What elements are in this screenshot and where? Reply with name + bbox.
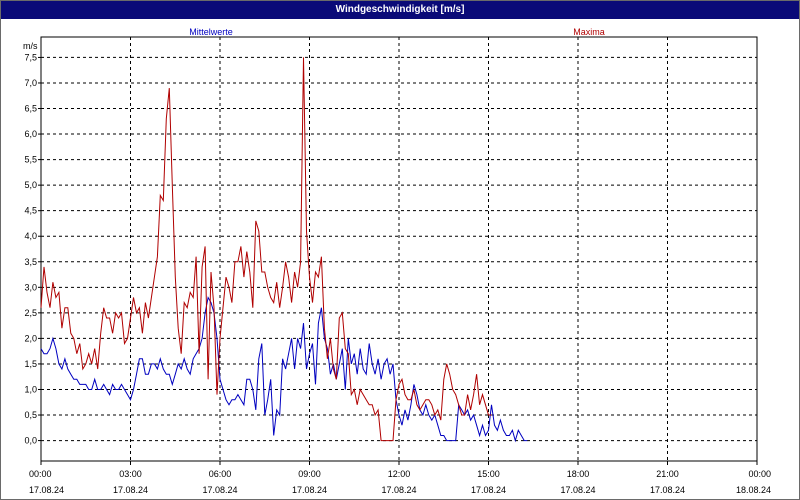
- x-tick-date: 17.08.24: [202, 485, 237, 495]
- series-lines: [40, 57, 528, 443]
- x-tick-date: 17.08.24: [292, 485, 327, 495]
- y-tick-label: 7,5: [24, 52, 37, 62]
- y-tick-label: 4,0: [24, 231, 37, 241]
- y-tick-label: 5,5: [24, 155, 37, 165]
- legend-maxima: Maxima: [573, 27, 605, 37]
- series-line-maxima: [40, 57, 492, 442]
- y-tick-label: 2,5: [24, 308, 37, 318]
- x-tick-time: 00:00: [29, 469, 52, 479]
- x-tick-date: 17.08.24: [113, 485, 148, 495]
- y-tick-label: 7,0: [24, 78, 37, 88]
- y-tick-label: 0,5: [24, 410, 37, 420]
- x-tick-time: 18:00: [567, 469, 590, 479]
- x-tick-date: 17.08.24: [560, 485, 595, 495]
- window-title: Windgeschwindigkeit [m/s]: [1, 1, 799, 19]
- y-axis-ticks: 0,0 0,5 1,0 1,5 2,0 2,5 3,0 3,5 4,0 4,5 5,0 5,5 6,0 6…: [24, 52, 41, 446]
- x-tick-date: 18.08.24: [736, 485, 771, 495]
- x-tick-time: 00:00: [748, 469, 771, 479]
- x-tick-date: 17.08.24: [381, 485, 416, 495]
- y-tick-label: 1,5: [24, 359, 37, 369]
- x-tick-time: 09:00: [298, 469, 321, 479]
- grid-lines: [41, 37, 757, 461]
- y-tick-label: 3,5: [24, 257, 37, 267]
- y-tick-label: 0,0: [24, 436, 37, 446]
- y-tick-label: 6,5: [24, 104, 37, 114]
- y-tick-label: 2,0: [24, 333, 37, 343]
- x-tick-date: 17.08.24: [471, 485, 506, 495]
- y-tick-label: 6,0: [24, 129, 37, 139]
- x-axis-ticks: 00:00 17.08.24 03:00 17.08.24 06:00 17.08.24 0…: [29, 461, 771, 495]
- y-axis-label: m/s: [23, 41, 38, 51]
- legend-mittelwerte: Mittelwerte: [189, 27, 233, 37]
- y-tick-label: 5,0: [24, 180, 37, 190]
- y-tick-label: 1,0: [24, 384, 37, 394]
- x-tick-time: 06:00: [209, 469, 232, 479]
- series-line-mittelwerte: [40, 296, 528, 443]
- x-tick-time: 15:00: [477, 469, 500, 479]
- y-tick-label: 3,0: [24, 282, 37, 292]
- x-tick-date: 17.08.24: [650, 485, 685, 495]
- x-tick-time: 12:00: [388, 469, 411, 479]
- x-tick-time: 03:00: [119, 469, 142, 479]
- x-tick-date: 17.08.24: [29, 485, 64, 495]
- x-tick-time: 21:00: [656, 469, 679, 479]
- y-tick-label: 4,5: [24, 206, 37, 216]
